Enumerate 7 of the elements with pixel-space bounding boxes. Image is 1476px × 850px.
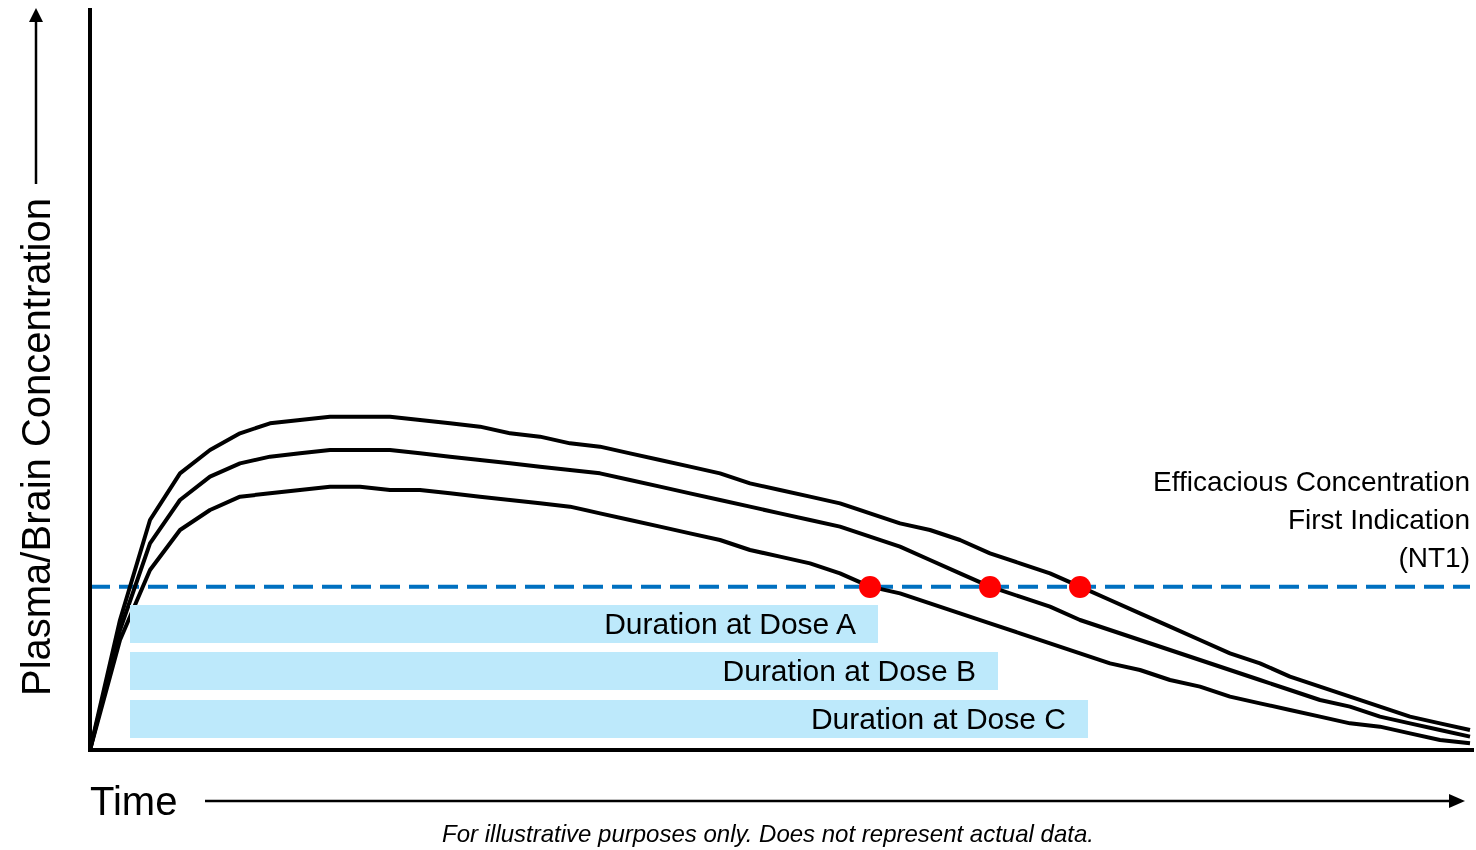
duration-strip: Duration at Dose B [130, 652, 998, 691]
y-axis-title: Plasma/Brain Concentration [13, 198, 59, 697]
x-axis-title: Time [90, 778, 178, 824]
text: For illustrative purposes only. Does not represent actual data. [442, 820, 1094, 847]
ref-line-label: Efficacious Concentration First Indication (NT1) [1153, 465, 1470, 573]
duration-strip: Duration at Dose C [130, 699, 1088, 738]
duration-strip: Duration at Dose A [130, 604, 878, 643]
